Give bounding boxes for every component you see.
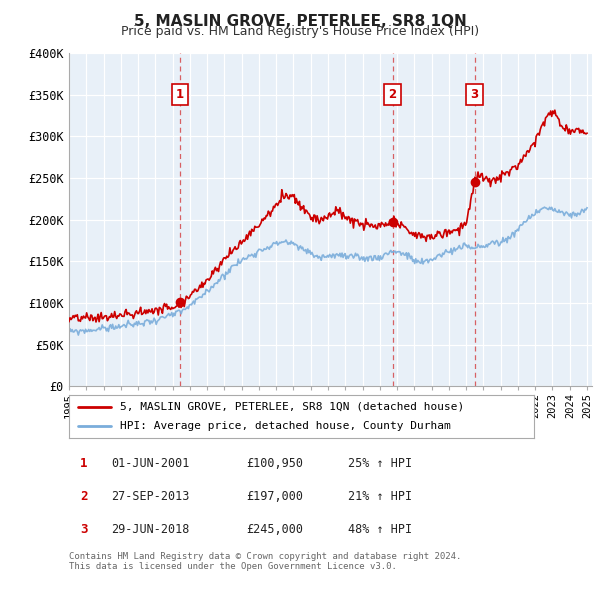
Text: Price paid vs. HM Land Registry's House Price Index (HPI): Price paid vs. HM Land Registry's House … (121, 25, 479, 38)
Text: 48% ↑ HPI: 48% ↑ HPI (348, 523, 412, 536)
Text: 21% ↑ HPI: 21% ↑ HPI (348, 490, 412, 503)
Text: 1: 1 (80, 457, 88, 470)
Text: 27-SEP-2013: 27-SEP-2013 (111, 490, 190, 503)
Text: 25% ↑ HPI: 25% ↑ HPI (348, 457, 412, 470)
Text: 29-JUN-2018: 29-JUN-2018 (111, 523, 190, 536)
Text: 5, MASLIN GROVE, PETERLEE, SR8 1QN (detached house): 5, MASLIN GROVE, PETERLEE, SR8 1QN (deta… (120, 402, 464, 412)
Text: £197,000: £197,000 (246, 490, 303, 503)
Text: HPI: Average price, detached house, County Durham: HPI: Average price, detached house, Coun… (120, 421, 451, 431)
Text: 2: 2 (80, 490, 88, 503)
Text: £100,950: £100,950 (246, 457, 303, 470)
Text: 01-JUN-2001: 01-JUN-2001 (111, 457, 190, 470)
Text: 3: 3 (470, 88, 479, 101)
Text: 5, MASLIN GROVE, PETERLEE, SR8 1QN: 5, MASLIN GROVE, PETERLEE, SR8 1QN (134, 14, 466, 28)
Text: 2: 2 (389, 88, 397, 101)
Text: Contains HM Land Registry data © Crown copyright and database right 2024.
This d: Contains HM Land Registry data © Crown c… (69, 552, 461, 571)
Text: £245,000: £245,000 (246, 523, 303, 536)
Text: 3: 3 (80, 523, 88, 536)
Text: 1: 1 (176, 88, 184, 101)
